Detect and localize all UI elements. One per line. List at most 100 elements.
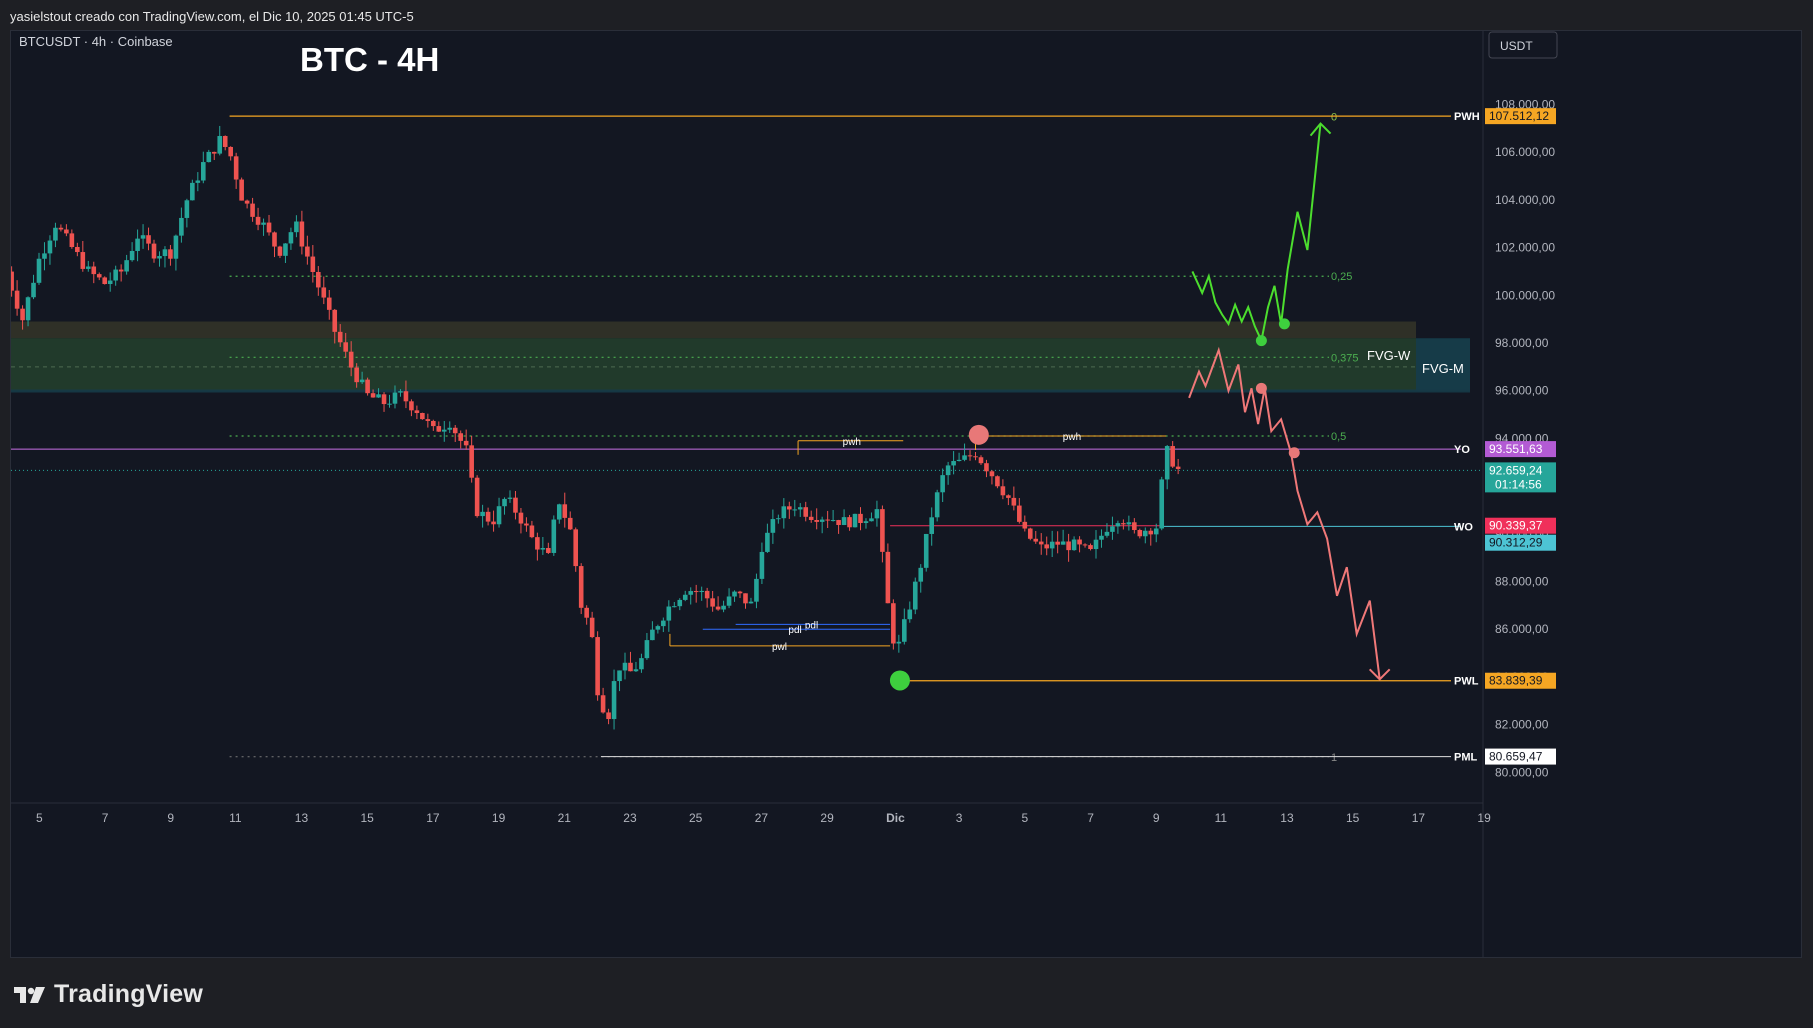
level-name-pwh: PWH (1454, 111, 1480, 123)
candle-body (1022, 521, 1028, 529)
marker-circle-3[interactable] (1278, 318, 1290, 330)
candle-body (179, 217, 184, 236)
x-tick-label: 5 (36, 811, 43, 825)
candle-body (825, 519, 830, 521)
tag-pwh-bg (1485, 108, 1556, 125)
y-tick-label: 82.000,00 (1495, 718, 1549, 732)
candle-body (787, 506, 792, 510)
candle-body (233, 156, 239, 180)
fib-label-0: 0 (1331, 111, 1337, 123)
candle-body (1148, 530, 1154, 535)
x-tick-label: 13 (295, 811, 309, 825)
credit-text: yasielstout creado con TradingView.com, … (10, 9, 414, 24)
candle-body (584, 607, 589, 618)
y-tick-label: 104.000,00 (1495, 193, 1555, 207)
marker-circle-4[interactable] (1255, 382, 1267, 394)
candle-body (228, 146, 233, 157)
candle-body (907, 609, 913, 620)
candle-body (765, 532, 770, 552)
x-tick-label: 21 (558, 811, 572, 825)
candle-body (639, 658, 644, 670)
tag-wo-red-text: 90.339,37 (1489, 519, 1543, 533)
candle-body (25, 297, 31, 321)
candle-body (918, 567, 924, 582)
candle-body (80, 252, 86, 269)
candle-body (1000, 486, 1006, 496)
candle-body (633, 669, 639, 672)
candle-body (211, 151, 217, 154)
currency-button[interactable] (1488, 31, 1558, 59)
candle-body (452, 427, 458, 434)
candle-body (589, 617, 595, 638)
y-tick-label: 102.000,00 (1495, 241, 1555, 255)
candle-body (409, 401, 414, 411)
candle-body (874, 509, 880, 519)
candle-body (11, 271, 14, 291)
fib-label-4: 1 (1331, 752, 1337, 764)
candle-body (1038, 541, 1044, 545)
y-tick-label: 100.000,00 (1495, 288, 1555, 302)
candle-body (600, 695, 606, 713)
candle-body (75, 246, 80, 253)
candle-body (250, 203, 255, 217)
candle-body (814, 519, 819, 522)
candle-body (85, 266, 91, 269)
candle-body (617, 670, 622, 682)
candle-body (392, 392, 398, 404)
x-tick-label: 23 (623, 811, 637, 825)
candle-body (1170, 446, 1175, 467)
symbol-info: BTCUSDT · 4h · Coinbase (19, 34, 173, 49)
small-level-label-4: pdl (788, 625, 801, 636)
tag-wo-text: 90.312,29 (1489, 536, 1543, 550)
x-tick-label: 15 (361, 811, 375, 825)
tag-wo-red-bg (1485, 517, 1556, 534)
x-tick-label: 19 (492, 811, 506, 825)
marker-circle-1[interactable] (968, 424, 989, 445)
candle-body (655, 626, 661, 630)
y-tick-label: 108.000,00 (1495, 98, 1555, 112)
candle-body (414, 410, 420, 413)
candle-body (1099, 535, 1104, 540)
candle-body (376, 394, 381, 398)
marker-circle-5[interactable] (1288, 447, 1300, 459)
x-tick-label: 3 (956, 811, 963, 825)
candle-body (759, 551, 765, 579)
chart-canvas[interactable]: FVG-W FVG-M 0 0,25 0,375 0,5 1 PWH YO WO PWL PML pwh… (11, 31, 1802, 958)
candle-body (808, 516, 814, 520)
tag-pml-text: 80.659,47 (1489, 750, 1543, 764)
fib-label-1: 0,25 (1331, 271, 1352, 283)
candle-body (858, 513, 863, 524)
candle-body (518, 512, 524, 524)
candle-body (524, 523, 529, 526)
candle-body (726, 596, 732, 606)
candle-body (1082, 544, 1088, 546)
fib-label-3: 0,5 (1331, 431, 1346, 443)
candle-body (912, 581, 918, 610)
candle-body (441, 429, 447, 432)
candle-body (869, 518, 874, 522)
chart-area[interactable]: FVG-W FVG-M 0 0,25 0,375 0,5 1 PWH YO WO PWL PML pwh… (10, 30, 1802, 958)
candle-body (135, 238, 140, 251)
candle-body (255, 216, 261, 225)
candle-body (1137, 530, 1143, 537)
projection-bull-path (1191, 123, 1322, 344)
candle-body (195, 180, 201, 183)
marker-circle-0[interactable] (889, 670, 910, 691)
candle-body (1126, 522, 1132, 525)
candle-body (42, 253, 47, 259)
candle-body (491, 521, 496, 525)
marker-circle-2[interactable] (1255, 335, 1267, 347)
small-level-label-3: pdl (805, 620, 818, 631)
y-tick-label: 88.000,00 (1495, 575, 1549, 589)
fvg-m-zone (1416, 338, 1470, 391)
candle-body (830, 520, 836, 522)
candle-body (671, 606, 677, 608)
tradingview-logo[interactable]: TradingView (12, 980, 203, 1009)
candle-body (754, 578, 759, 602)
candle-body (107, 280, 113, 285)
candle-body (748, 601, 754, 604)
candle-body (485, 511, 491, 522)
fvg-m-label: FVG-M (1422, 361, 1464, 376)
tradingview-logo-icon (14, 986, 45, 1003)
candle-body (113, 269, 118, 281)
